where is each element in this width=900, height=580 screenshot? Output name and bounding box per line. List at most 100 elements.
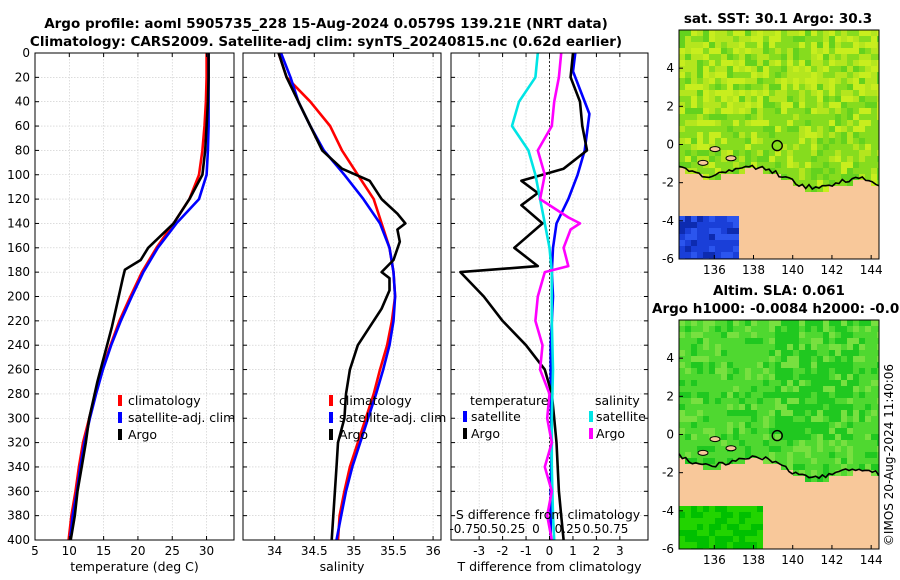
map-cell: [727, 240, 733, 246]
map-cell: [835, 446, 841, 452]
map-cell: [703, 410, 709, 416]
map-cell: [787, 90, 793, 96]
map-cell: [865, 84, 871, 90]
map-cell: [763, 138, 769, 144]
map-cell: [775, 60, 781, 66]
map-cell: [685, 30, 691, 36]
map-cell: [727, 192, 733, 198]
map-cell: [811, 368, 817, 374]
map-cell: [685, 476, 691, 482]
map-cell: [817, 42, 823, 48]
map-cell: [871, 500, 877, 506]
map-cell: [805, 180, 811, 186]
map-cell: [787, 410, 793, 416]
map-cell: [829, 332, 835, 338]
map-cell: [679, 356, 685, 362]
map-cell: [757, 464, 763, 470]
map-cell: [733, 452, 739, 458]
map-cell: [817, 168, 823, 174]
map-cell: [739, 66, 745, 72]
map-cell: [727, 120, 733, 126]
map-cell: [859, 410, 865, 416]
map-cell: [775, 326, 781, 332]
map-cell: [769, 488, 775, 494]
map-cell: [709, 120, 715, 126]
map-cell: [763, 320, 769, 326]
y-tick-label: 220: [7, 314, 30, 328]
map-cell: [871, 356, 877, 362]
salinity-legend: climatology satellite-adj. clim Argo: [329, 393, 446, 442]
map-cell: [721, 320, 727, 326]
map-cell: [853, 434, 859, 440]
map-cell: [691, 78, 697, 84]
map-cell: [715, 210, 721, 216]
map-cell: [811, 162, 817, 168]
map-cell: [853, 48, 859, 54]
map-cell: [691, 320, 697, 326]
map-cell: [841, 326, 847, 332]
map-cell: [745, 338, 751, 344]
map-cell: [841, 476, 847, 482]
map-cell: [757, 126, 763, 132]
map-cell: [703, 506, 709, 512]
map-cell: [745, 78, 751, 84]
map-cell: [715, 344, 721, 350]
map-cell: [697, 350, 703, 356]
map-cell: [775, 512, 781, 518]
map-cell: [847, 518, 853, 524]
map-cell: [871, 102, 877, 108]
map-cell: [865, 102, 871, 108]
map-cell: [871, 332, 877, 338]
map-cell: [865, 410, 871, 416]
map-cell: [865, 518, 871, 524]
map-cell: [721, 416, 727, 422]
map-cell: [739, 108, 745, 114]
map-cell: [685, 228, 691, 234]
map-cell: [805, 320, 811, 326]
map-cell: [721, 48, 727, 54]
map-cell: [787, 174, 793, 180]
map-cell: [853, 138, 859, 144]
map-cell: [793, 458, 799, 464]
map-cell: [775, 506, 781, 512]
map-cell: [799, 72, 805, 78]
map-cell: [727, 470, 733, 476]
map-cell: [727, 404, 733, 410]
sla-map-title2: Argo h1000: -0.0084 h2000: -0.02: [652, 301, 900, 317]
map-cell: [757, 356, 763, 362]
map-cell: [751, 42, 757, 48]
map-cell: [745, 332, 751, 338]
map-cell: [817, 228, 823, 234]
map-cell: [805, 434, 811, 440]
map-cell: [811, 482, 817, 488]
map-cell: [811, 234, 817, 240]
map-cell: [757, 246, 763, 252]
map-cell: [733, 440, 739, 446]
map-cell: [823, 470, 829, 476]
map-cell: [841, 428, 847, 434]
map-cell: [877, 132, 879, 138]
map-cell: [751, 404, 757, 410]
map-cell: [769, 90, 775, 96]
map-cell: [679, 240, 685, 246]
map-cell: [841, 398, 847, 404]
map-cell: [793, 114, 799, 120]
map-cell: [691, 488, 697, 494]
map-cell: [793, 488, 799, 494]
map-cell: [697, 120, 703, 126]
map-cell: [835, 332, 841, 338]
map-cell: [679, 416, 685, 422]
map-cell: [817, 332, 823, 338]
map-cell: [871, 422, 877, 428]
map-cell: [793, 204, 799, 210]
map-cell: [823, 90, 829, 96]
map-cell: [685, 252, 691, 258]
map-cell: [871, 380, 877, 386]
map-cell: [817, 500, 823, 506]
map-cell: [697, 428, 703, 434]
island: [709, 436, 721, 443]
map-cell: [775, 440, 781, 446]
map-cell: [781, 126, 787, 132]
map-cell: [835, 36, 841, 42]
